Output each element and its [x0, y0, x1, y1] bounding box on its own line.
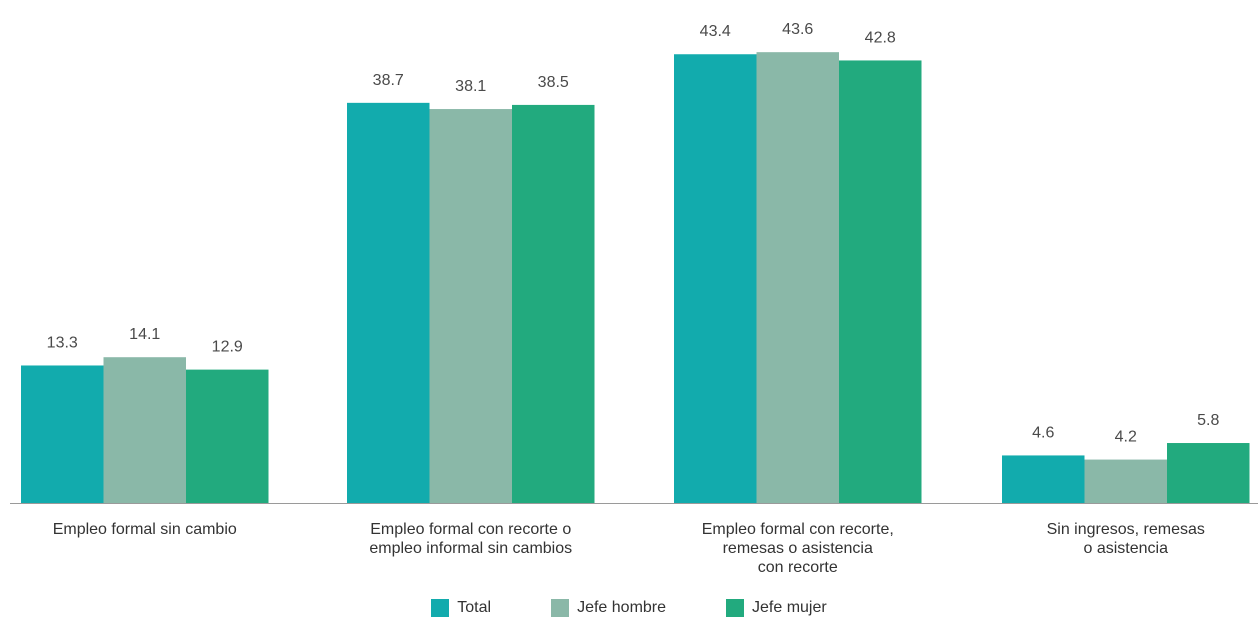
value-label-2-2: 42.8 — [865, 29, 896, 46]
bar-0-3 — [1002, 455, 1085, 503]
value-label-0-0: 13.3 — [47, 334, 78, 351]
value-label-1-0: 14.1 — [129, 326, 160, 343]
legend-label-jefe-mujer: Jefe mujer — [752, 599, 827, 616]
legend-item-total: Total — [431, 599, 491, 617]
bar-2-1 — [512, 104, 595, 503]
legend-swatch-jefe-hombre — [551, 599, 570, 617]
legend-swatch-jefe-mujer — [726, 599, 745, 617]
value-label-2-1: 38.5 — [538, 74, 569, 91]
bar-0-1 — [347, 102, 430, 503]
value-label-0-1: 38.7 — [373, 72, 404, 89]
category-label-3-1: o asistencia — [1084, 540, 1169, 557]
value-labels-group: 13.3 14.1 12.9 38.7 38.1 38.5 43.4 43.6 42.8 4.6 4… — [47, 21, 1220, 445]
category-label-3-0: Sin ingresos, remesas — [1047, 521, 1205, 538]
category-label-1-1: empleo informal sin cambios — [369, 540, 572, 557]
value-label-0-2: 43.4 — [700, 23, 731, 40]
category-label-0-0: Empleo formal sin cambio — [53, 521, 237, 538]
bar-0-0 — [21, 365, 104, 503]
category-label-2-1: remesas o asistencia — [723, 540, 873, 557]
bar-1-3 — [1084, 459, 1167, 503]
bar-2-0 — [186, 369, 269, 503]
legend: Total Jefe hombre Jefe mujer — [0, 596, 1258, 620]
legend-label-total: Total — [457, 599, 492, 616]
category-labels-group: Empleo formal sin cambio Empleo formal co… — [53, 521, 1205, 576]
value-label-1-3: 4.2 — [1115, 429, 1137, 446]
category-label-1-0: Empleo formal con recorte o — [370, 521, 571, 538]
value-label-2-0: 12.9 — [212, 339, 243, 356]
legend-item-jefe-hombre: Jefe hombre — [551, 599, 666, 617]
value-label-2-3: 5.8 — [1197, 412, 1219, 429]
legend-item-jefe-mujer: Jefe mujer — [726, 599, 827, 617]
bar-1-0 — [103, 357, 186, 503]
category-label-2-2: con recorte — [758, 559, 838, 576]
bar-chart: 13.3 14.1 12.9 38.7 38.1 38.5 43.4 43.6 42.8 4.6 4… — [10, 21, 1258, 576]
bar-2-2 — [839, 60, 922, 504]
bars-group — [21, 52, 1250, 504]
value-label-1-2: 43.6 — [782, 21, 813, 38]
bar-0-2 — [674, 54, 757, 504]
legend-swatch-total — [431, 599, 450, 617]
bar-1-1 — [429, 109, 512, 504]
bar-2-3 — [1167, 443, 1250, 503]
bar-1-2 — [756, 52, 839, 504]
value-label-0-3: 4.6 — [1032, 424, 1054, 441]
legend-label-jefe-hombre: Jefe hombre — [577, 599, 667, 616]
value-label-1-1: 38.1 — [455, 78, 486, 95]
category-label-2-0: Empleo formal con recorte, — [702, 521, 894, 538]
